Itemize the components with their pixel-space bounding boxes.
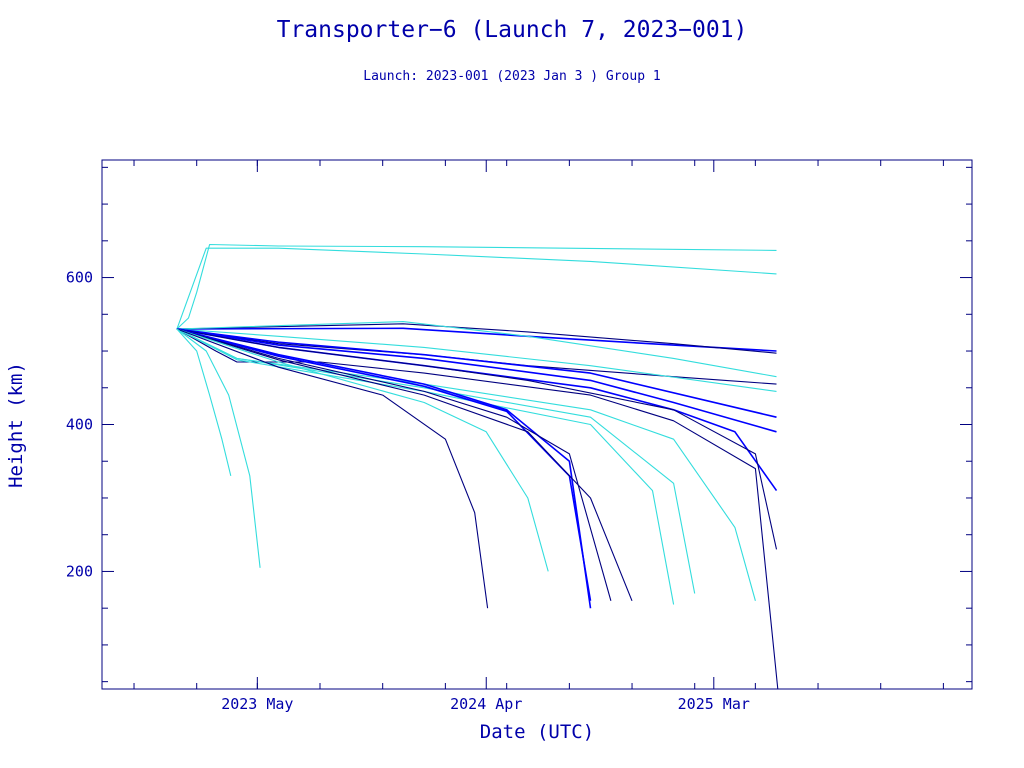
series-line [176,243,777,330]
series-line [176,328,778,550]
chart-title: Transporter−6 (Launch 7, 2023−001) [277,17,748,43]
series-line [176,328,612,601]
chart-subtitle: Launch: 2023-001 (2023 Jan 3 ) Group 1 [363,69,660,84]
series-line [176,328,261,568]
series-line [176,328,756,601]
y-tick-label: 200 [66,562,93,580]
x-tick-label: 2025 Mar [678,695,750,713]
y-tick-label: 600 [66,269,93,287]
series-line [176,328,592,609]
plot-frame [101,159,973,690]
x-axis-label: Date (UTC) [480,721,594,743]
series-line [176,328,489,609]
series-line [176,328,232,477]
series-line [176,247,777,330]
y-tick-label: 400 [66,416,93,434]
y-axis-label: Height (km) [5,362,27,488]
series-layer [176,243,779,690]
x-tick-label: 2023 May [221,695,293,713]
series-line [176,328,777,433]
ticks-layer: 200 400 600 2023 May 2024 Apr 2025 Mar [66,160,972,713]
series-line [176,323,777,354]
series-line [176,327,777,352]
series-line [176,328,549,572]
series-line [176,328,592,601]
series-line [176,328,696,594]
series-line [176,328,633,602]
series-line [176,328,779,690]
series-line [176,328,777,392]
series-line [176,321,777,378]
x-tick-label: 2024 Apr [450,695,522,713]
series-line [176,328,777,418]
series-line [176,328,675,605]
